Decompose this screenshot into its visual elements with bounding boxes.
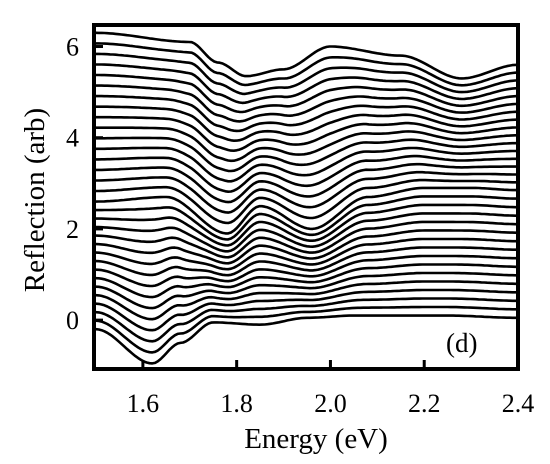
spectrum-curve (96, 237, 518, 271)
panel-label: (d) (446, 328, 477, 358)
plot-frame (92, 23, 520, 371)
spectrum-curve (96, 186, 518, 235)
spectrum-curve (96, 115, 518, 152)
spectrum-curve (96, 154, 518, 193)
x-axis-ticks: 1.6 1.8 2.0 2.2 2.4 (127, 360, 535, 418)
y-tick-label: 4 (66, 124, 79, 153)
spectrum-curve (96, 94, 518, 133)
x-tick-label: 2.0 (314, 389, 347, 418)
spectrum-curve (96, 229, 518, 265)
spectrum-curve (96, 254, 518, 288)
spectrum-curve (96, 203, 518, 247)
spectrum-curve (96, 105, 518, 142)
spectrum-curve (96, 84, 518, 123)
spectrum-curve (96, 263, 518, 299)
spectrum-curve (96, 305, 518, 354)
spectrum-curve (96, 136, 518, 173)
spectrum-curve (96, 170, 518, 214)
spectrum-curve (96, 220, 518, 259)
x-tick-label: 1.8 (220, 389, 253, 418)
spectrum-curve (96, 63, 518, 105)
spectrum-curve (96, 280, 518, 321)
spectrum-curve (96, 52, 518, 96)
y-tick-label: 0 (66, 306, 79, 335)
spectrum-curve (96, 246, 518, 277)
spectrum-curve (96, 314, 518, 365)
x-axis-title: Energy (eV) (244, 423, 388, 455)
x-tick-label: 2.2 (408, 389, 441, 418)
spectrum-curve (96, 297, 518, 343)
y-axis-ticks: 0 2 4 6 (66, 33, 103, 335)
spectrum-curve (96, 195, 518, 241)
spectrum-curve (96, 31, 518, 80)
y-axis-title: Reflection (arb) (19, 108, 51, 292)
spectrum-curve (96, 126, 518, 163)
spectrum-curve (96, 288, 518, 332)
spectrum-curve (96, 162, 518, 204)
spectrum-curve (96, 73, 518, 114)
y-tick-label: 6 (66, 33, 79, 62)
spectra-curves (96, 31, 518, 365)
y-tick-label: 2 (66, 215, 79, 244)
spectrum-curve (96, 178, 518, 225)
spectrum-curve (96, 212, 518, 253)
spectrum-curve (96, 146, 518, 183)
spectrum-curve (96, 42, 518, 87)
x-tick-label: 1.6 (127, 389, 160, 418)
spectrum-curve (96, 271, 518, 310)
x-tick-label: 2.4 (502, 389, 535, 418)
